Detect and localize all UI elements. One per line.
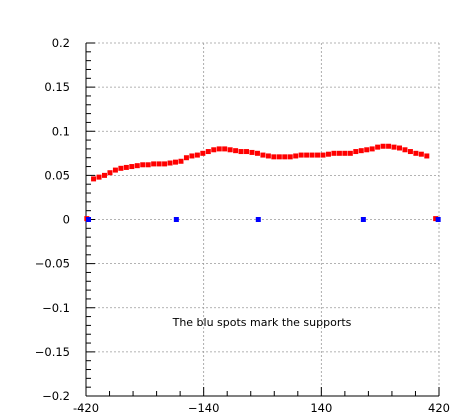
data-point bbox=[112, 167, 118, 173]
data-point bbox=[276, 154, 282, 160]
data-point bbox=[249, 149, 255, 155]
data-point bbox=[173, 217, 179, 222]
data-point bbox=[200, 150, 206, 156]
y-tick-label: −0.2 bbox=[42, 389, 70, 403]
data-point bbox=[118, 165, 124, 171]
data-point bbox=[134, 163, 140, 169]
data-point bbox=[309, 152, 315, 158]
data-point bbox=[369, 146, 375, 152]
series-1 bbox=[86, 217, 441, 222]
data-point bbox=[222, 146, 228, 152]
data-point bbox=[123, 164, 129, 170]
data-point bbox=[129, 164, 135, 170]
data-point bbox=[287, 154, 293, 160]
data-point bbox=[433, 216, 439, 222]
data-point bbox=[391, 144, 397, 150]
data-point bbox=[418, 151, 424, 157]
data-point bbox=[320, 152, 326, 158]
data-point bbox=[304, 152, 310, 158]
data-point bbox=[167, 160, 173, 166]
y-tick-label: 0.2 bbox=[52, 36, 70, 50]
data-point bbox=[407, 149, 413, 155]
data-point bbox=[145, 162, 151, 168]
data-point bbox=[140, 162, 146, 168]
series-0 bbox=[84, 143, 439, 222]
data-point bbox=[271, 154, 277, 160]
series-layer bbox=[84, 143, 441, 222]
data-point bbox=[227, 147, 233, 153]
x-tick-label: -420 bbox=[73, 401, 99, 415]
data-point bbox=[178, 158, 184, 164]
data-point bbox=[325, 151, 331, 157]
ticks bbox=[85, 42, 440, 397]
data-point bbox=[96, 174, 102, 180]
x-tick-label: −140 bbox=[188, 401, 220, 415]
data-point bbox=[255, 217, 261, 222]
data-point bbox=[173, 159, 179, 165]
data-point bbox=[386, 143, 392, 149]
y-tick-label: 0.15 bbox=[44, 80, 70, 94]
y-tick-label: 0.05 bbox=[44, 168, 70, 182]
x-tick-label: 140 bbox=[310, 401, 332, 415]
data-point bbox=[233, 148, 239, 154]
data-point bbox=[293, 153, 299, 159]
data-point bbox=[91, 176, 97, 182]
data-point bbox=[216, 146, 222, 152]
data-point bbox=[265, 153, 271, 159]
data-point bbox=[380, 143, 386, 149]
data-point bbox=[194, 152, 200, 158]
data-point bbox=[156, 161, 162, 167]
data-point bbox=[315, 152, 321, 158]
data-point bbox=[254, 150, 260, 156]
data-point bbox=[360, 217, 366, 222]
y-tick-label: −0.05 bbox=[35, 257, 70, 271]
data-point bbox=[424, 153, 430, 159]
data-point bbox=[298, 152, 304, 158]
y-tick-label: −0.1 bbox=[42, 301, 70, 315]
data-point bbox=[402, 147, 408, 153]
y-tick-label: 0.1 bbox=[52, 124, 70, 138]
data-point bbox=[86, 217, 92, 222]
data-point bbox=[151, 161, 157, 167]
x-tick-label: 420 bbox=[428, 401, 450, 415]
data-point bbox=[205, 149, 211, 155]
annotation-text: The blu spots mark the supports bbox=[172, 316, 352, 329]
data-point bbox=[211, 147, 217, 153]
data-point bbox=[183, 155, 189, 161]
data-point bbox=[238, 149, 244, 155]
data-point bbox=[435, 217, 441, 222]
data-point bbox=[358, 148, 364, 154]
y-tick-label: 0 bbox=[63, 213, 70, 227]
data-point bbox=[347, 150, 353, 156]
data-point bbox=[331, 150, 337, 156]
data-point bbox=[353, 149, 359, 155]
data-point bbox=[364, 147, 370, 153]
tick-labels: 0.2 0.15 0.1 0.05 0 −0.05 −0.1 −0.15 −0.2-420 −14… bbox=[35, 36, 450, 415]
data-point bbox=[413, 150, 419, 156]
data-point bbox=[396, 145, 402, 151]
y-tick-label: −0.15 bbox=[35, 345, 70, 359]
data-point bbox=[375, 144, 381, 150]
data-point bbox=[336, 150, 342, 156]
data-point bbox=[189, 153, 195, 159]
data-point bbox=[260, 152, 266, 158]
data-point bbox=[244, 149, 250, 155]
data-point bbox=[162, 161, 168, 167]
data-point bbox=[101, 172, 107, 178]
data-point bbox=[107, 170, 113, 176]
data-point bbox=[282, 154, 288, 160]
data-point bbox=[342, 150, 348, 156]
